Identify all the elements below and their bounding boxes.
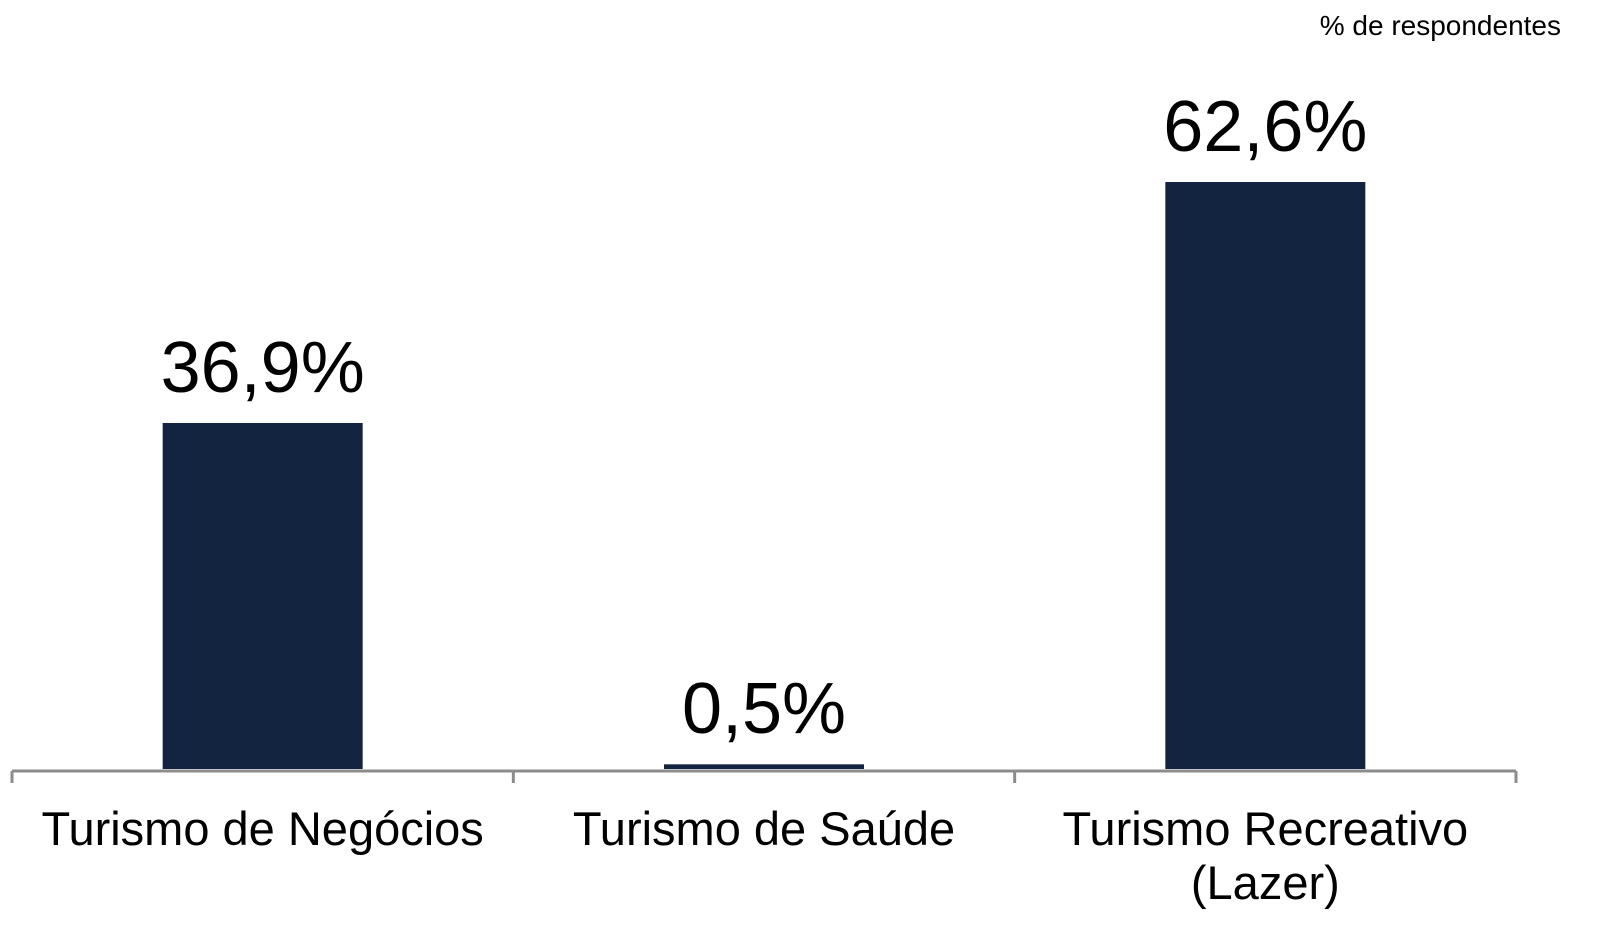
x-tick-label: Turismo Recreativo (Lazer) (1062, 802, 1469, 910)
data-label: 62,6% (1163, 87, 1368, 167)
bar (664, 764, 864, 769)
x-tick-label: Turismo de Negócios (41, 802, 484, 855)
bar (1165, 182, 1366, 769)
chart-subtitle: % de respondentes (1319, 10, 1561, 41)
data-label: 36,9% (160, 327, 365, 408)
bar (162, 422, 363, 769)
x-tick-label: Turismo de Saúde (572, 802, 956, 855)
data-label: 0,5% (681, 669, 847, 750)
